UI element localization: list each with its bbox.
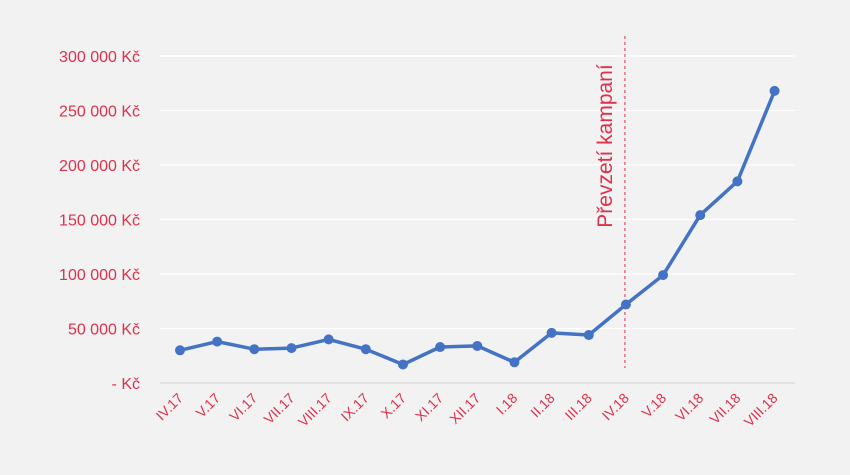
- x-tick-label: VII.17: [260, 390, 297, 427]
- x-tick-label: XII.17: [446, 390, 483, 427]
- y-tick-label: 200 000 Kč: [59, 158, 140, 175]
- gridlines: [160, 55, 795, 330]
- y-tick-label: 250 000 Kč: [59, 104, 140, 121]
- x-tick-label: IX.17: [337, 390, 372, 425]
- data-point: [695, 210, 706, 221]
- data-point: [546, 327, 557, 338]
- data-point: [583, 330, 594, 341]
- series-layer: [175, 85, 780, 370]
- data-point: [732, 176, 743, 187]
- x-tick-label: II.18: [527, 390, 558, 421]
- y-tick-label: 150 000 Kč: [59, 213, 140, 230]
- x-tick-label: III.18: [562, 390, 595, 423]
- data-point: [509, 357, 520, 368]
- x-tick-label: IV.17: [153, 390, 187, 424]
- data-point: [658, 270, 669, 281]
- x-tick-label: VIII.17: [295, 390, 335, 430]
- x-tick-label: VI.17: [226, 390, 261, 425]
- series-line: [178, 89, 777, 367]
- data-point: [435, 342, 446, 353]
- data-point: [286, 343, 297, 354]
- data-point: [472, 340, 483, 351]
- y-tick-label: 300 000 Kč: [59, 49, 140, 66]
- data-point: [249, 344, 260, 355]
- x-tick-label: V.18: [638, 390, 669, 421]
- y-tick-label: - Kč: [112, 376, 140, 393]
- annotation-label: Převzetí kampaní: [594, 64, 617, 228]
- data-point: [620, 299, 631, 310]
- y-tick-labels: 300 000 Kč 250 000 Kč 200 000 Kč 150 000 Kč…: [59, 49, 140, 393]
- y-tick-label: 50 000 Kč: [68, 322, 140, 339]
- x-tick-label: V.17: [193, 390, 224, 421]
- x-tick-label: IV.18: [599, 390, 633, 424]
- data-point: [175, 345, 185, 356]
- x-tick-label: VIII.18: [741, 390, 781, 430]
- x-tick-label: XI.17: [412, 390, 447, 425]
- x-tick-label: I.18: [493, 390, 521, 418]
- data-point: [212, 336, 223, 347]
- data-point: [323, 334, 334, 345]
- x-tick-label: X.17: [377, 390, 409, 422]
- data-point: [360, 344, 371, 355]
- x-tick-label: VII.18: [706, 390, 743, 427]
- y-tick-label: 100 000 Kč: [59, 267, 140, 284]
- x-tick-label: VI.18: [672, 390, 707, 425]
- annotation-layer: Převzetí kampaní: [594, 36, 626, 368]
- data-point: [397, 359, 408, 370]
- data-point: [769, 85, 780, 96]
